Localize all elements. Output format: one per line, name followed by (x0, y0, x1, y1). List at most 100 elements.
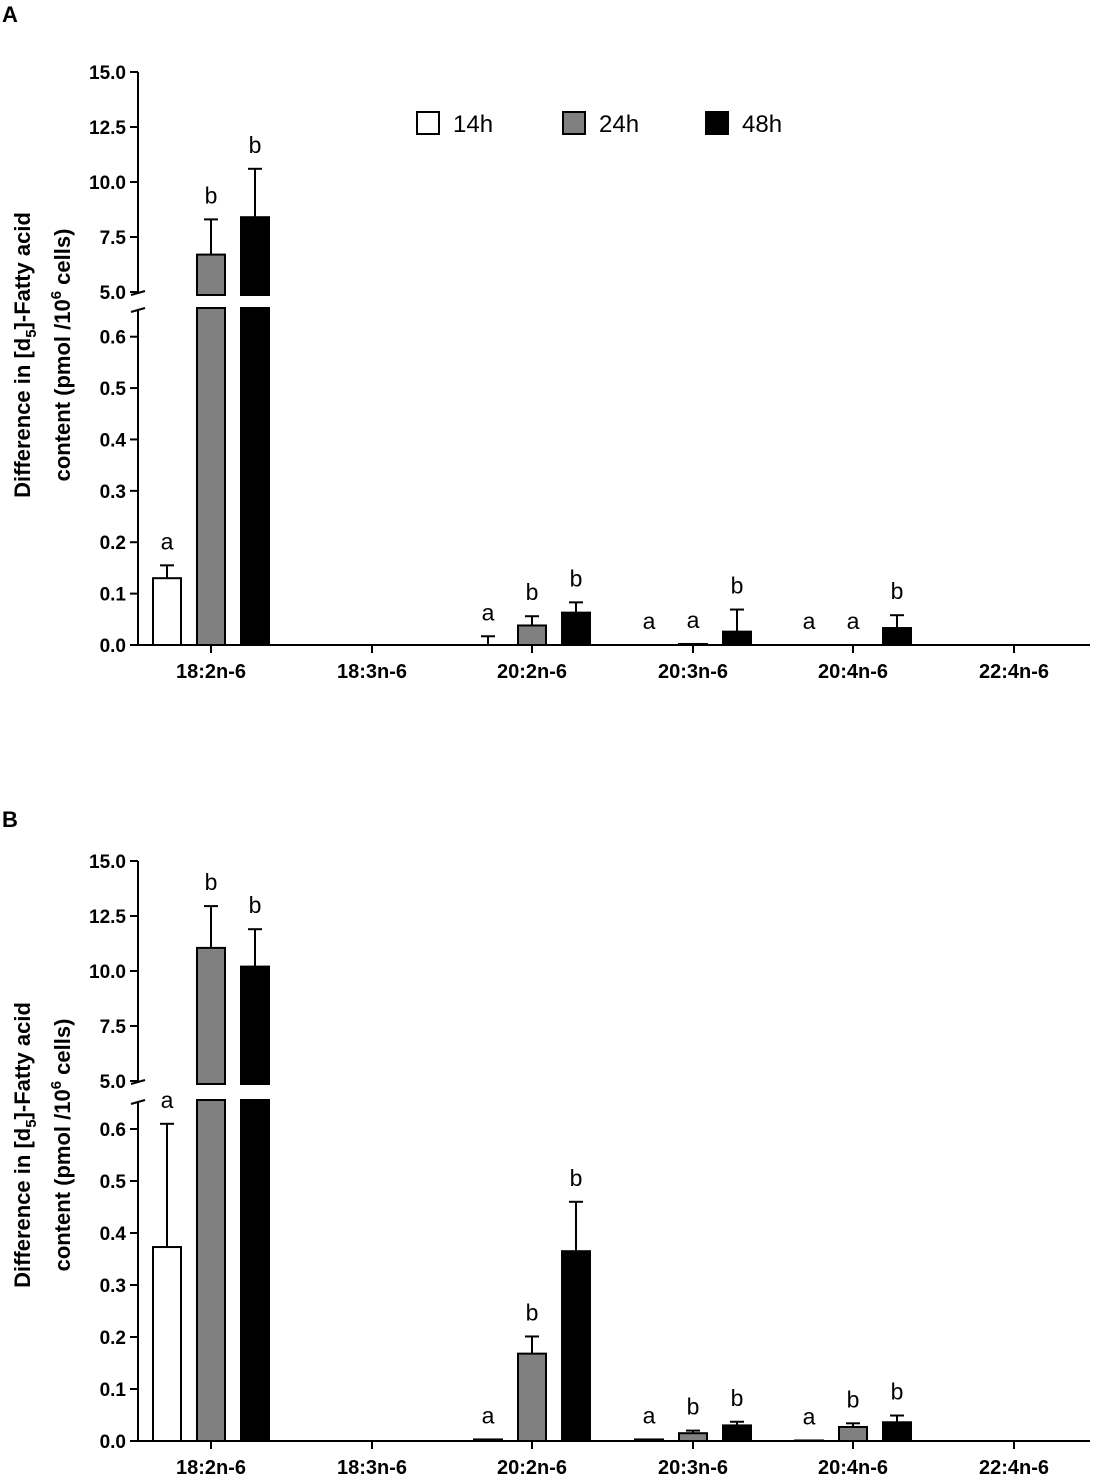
panel-a: A 0.0 0.1 0.2 0.3 0.4 0.5 0.6 5.0 7.5 10.0 12.5 15.0… (2, 2, 1090, 683)
bar (240, 307, 270, 646)
bar (882, 1421, 912, 1443)
significance-label: b (731, 1385, 744, 1411)
y-axis-label-part: content (pmol /10 (50, 1089, 75, 1271)
bar (722, 1424, 752, 1443)
bar (196, 253, 226, 297)
significance-label: b (526, 1299, 539, 1325)
significance-label: a (687, 607, 700, 633)
y-tick-label: 0.1 (100, 1380, 127, 1401)
bar (196, 1099, 226, 1442)
significance-label: b (731, 573, 744, 599)
significance-label: b (570, 1165, 583, 1191)
x-tick-label: 20:4n-6 (818, 1457, 888, 1476)
bar (561, 1250, 591, 1442)
y-tick-label: 7.5 (100, 228, 127, 249)
bar (838, 1425, 868, 1442)
panel-letter: A (2, 2, 18, 27)
bar (678, 1432, 708, 1442)
significance-label: a (643, 1402, 656, 1428)
y-tick-label: 7.5 (100, 1017, 127, 1038)
bar (882, 627, 912, 647)
y-axis-label-part: Difference in [d (10, 1128, 35, 1288)
bar (196, 307, 226, 646)
bar (152, 1246, 182, 1443)
y-axis-label: Difference in [d5]-Fatty acid (10, 212, 40, 498)
bar (473, 1438, 503, 1442)
y-tick-label: 0.1 (100, 585, 127, 606)
bar (240, 1099, 270, 1442)
y-tick-label: 0.2 (100, 1328, 126, 1349)
y-tick-label: 15.0 (89, 63, 126, 84)
y-axis-label: Difference in [d5]-Fatty acid (10, 1002, 40, 1288)
y-tick-label: 0.3 (100, 482, 126, 503)
significance-label: b (891, 578, 904, 604)
y-tick-label: 0.3 (100, 1276, 126, 1297)
y-tick-label: 12.5 (89, 118, 126, 139)
y-tick-label: 5.0 (100, 1072, 126, 1093)
x-tick-label: 18:2n-6 (176, 661, 246, 683)
y-tick-label: 10.0 (89, 173, 126, 194)
significance-label: b (205, 182, 218, 208)
panel-letter: B (2, 807, 18, 832)
axis-break-mark (130, 1099, 146, 1105)
y-axis-label-part: ]-Fatty acid (10, 1002, 35, 1119)
y-tick-label: 0.5 (100, 379, 127, 400)
bar (794, 1439, 824, 1442)
bar (517, 1352, 547, 1443)
y-tick-label: 0.5 (100, 1172, 127, 1193)
bar (722, 630, 752, 647)
legend-label: 48h (742, 111, 782, 138)
x-tick-label: 22:4n-6 (979, 1457, 1049, 1476)
significance-label: b (249, 132, 262, 158)
significance-label: a (847, 608, 860, 634)
x-tick-label: 20:3n-6 (658, 661, 728, 683)
legend-swatch (562, 111, 586, 135)
x-tick-label: 18:3n-6 (337, 1457, 407, 1476)
y-axis-label-subscript: 5 (23, 329, 40, 337)
y-tick-label: 0.2 (100, 533, 126, 554)
y-tick-label: 0.6 (100, 1120, 126, 1141)
y-axis-label-part: Difference in [d (10, 338, 35, 498)
x-tick-label: 18:2n-6 (176, 1457, 246, 1476)
significance-label: a (161, 1087, 174, 1113)
y-tick-label: 0.4 (100, 430, 127, 451)
y-axis-label: content (pmol /106 cells) (48, 1019, 75, 1272)
y-axis-label-part: cells) (50, 1019, 75, 1081)
bar (634, 1438, 664, 1442)
axis-break-mark (130, 307, 146, 313)
significance-label: a (803, 1403, 816, 1429)
panel-b: B 0.0 0.1 0.2 0.3 0.4 0.5 0.6 5.0 7.5 10.0 12.5 15.0… (2, 807, 1090, 1476)
y-tick-label: 0.6 (100, 328, 126, 349)
legend-swatch (416, 111, 440, 135)
bar (152, 577, 182, 647)
legend-label: 14h (453, 111, 493, 138)
significance-label: b (249, 892, 262, 918)
x-tick-label: 20:4n-6 (818, 661, 888, 683)
y-axis-label-subscript: 5 (23, 1119, 40, 1127)
significance-label: a (161, 528, 174, 554)
y-axis-label-part: content (pmol /10 (50, 299, 75, 481)
y-axis-label-part: ]-Fatty acid (10, 212, 35, 329)
bar (240, 216, 270, 296)
y-axis-label-superscript: 6 (48, 291, 65, 299)
y-tick-label: 0.0 (100, 636, 126, 657)
significance-label: a (482, 599, 495, 625)
significance-label: b (526, 579, 539, 605)
significance-label: b (847, 1386, 860, 1412)
significance-label: b (205, 869, 218, 895)
y-tick-label: 12.5 (89, 907, 126, 928)
x-tick-label: 20:2n-6 (497, 1457, 567, 1476)
bar (517, 624, 547, 646)
bar (196, 946, 226, 1086)
legend-label: 24h (599, 111, 639, 138)
legend-swatch (705, 111, 729, 135)
significance-label: b (687, 1394, 700, 1420)
y-tick-label: 5.0 (100, 283, 126, 304)
y-axis-label-part: cells) (50, 229, 75, 291)
significance-label: a (643, 608, 656, 634)
significance-label: b (570, 565, 583, 591)
x-tick-label: 20:2n-6 (497, 661, 567, 683)
x-tick-label: 20:3n-6 (658, 1457, 728, 1476)
x-tick-label: 18:3n-6 (337, 661, 407, 683)
